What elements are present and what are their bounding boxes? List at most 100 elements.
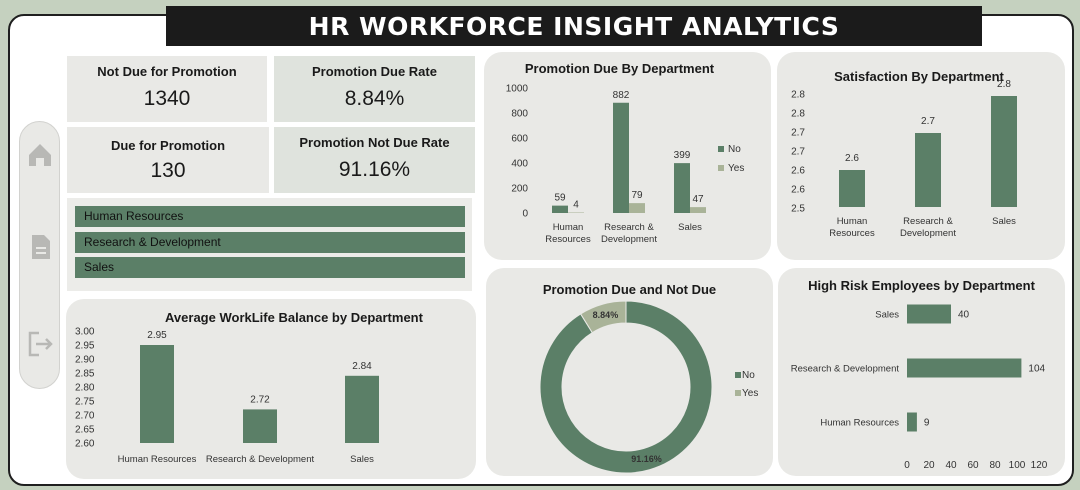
bar-yes	[629, 203, 645, 213]
x-tick-label: 60	[967, 460, 979, 471]
bar	[907, 412, 917, 432]
y-tick-label: 2.75	[75, 397, 95, 408]
legend-label: Yes	[728, 163, 744, 174]
high-risk-panel: High Risk Employees by Department Sales 4…	[778, 268, 1065, 476]
category-label: Research & Development	[206, 454, 315, 465]
chart-title: Promotion Due and Not Due	[542, 282, 717, 297]
data-label: 2.84	[352, 361, 372, 372]
donut-slice-yes	[579, 300, 627, 334]
y-tick-label: 2.65	[75, 425, 95, 436]
kpi-label: Due for Promotion	[110, 138, 226, 153]
data-label: 9	[924, 418, 930, 429]
legend-swatch	[735, 372, 741, 378]
kpi-label: Not Due for Promotion	[97, 64, 237, 79]
y-tick-label: 200	[511, 184, 528, 195]
data-label: 2.6	[845, 153, 859, 164]
legend-label: No	[728, 144, 741, 155]
category-label: Resources	[545, 234, 591, 245]
kpi-value: 1340	[143, 87, 191, 110]
y-tick-label: 600	[511, 134, 528, 145]
x-tick-label: 20	[923, 460, 935, 471]
y-tick-label: 800	[511, 109, 528, 120]
worklife-panel: Average WorkLife Balance by Department 3…	[66, 299, 476, 479]
data-label: 4	[573, 200, 579, 211]
document-icon[interactable]	[25, 232, 55, 262]
category-label: Research &	[604, 222, 654, 233]
promo-donut-chart: 91.16% 8.84% No Yes	[539, 300, 758, 474]
x-tick-label: 120	[1031, 460, 1048, 471]
bar	[907, 358, 1022, 378]
kpi-not-due-rate: Promotion Not Due Rate 91.16%	[274, 127, 475, 193]
y-tick-label: 0	[522, 209, 528, 220]
y-tick-label: 400	[511, 159, 528, 170]
category-label: Research & Development	[791, 364, 900, 375]
logout-icon[interactable]	[25, 329, 55, 359]
bar	[140, 345, 174, 443]
y-tick-label: 2.8	[791, 109, 805, 120]
y-tick-label: 1000	[506, 84, 529, 95]
y-tick-label: 2.90	[75, 355, 95, 366]
chart-title: High Risk Employees by Department	[808, 278, 1035, 293]
category-label: Human	[553, 222, 584, 233]
category-label: Sales	[875, 310, 899, 321]
page-title: HR WORKFORCE INSIGHT ANALYTICS	[166, 6, 982, 46]
slicer-item-human-resources[interactable]: Human Resources	[75, 206, 465, 227]
kpi-value: 91.16%	[338, 158, 411, 181]
data-label: 2.95	[147, 330, 167, 341]
y-tick-label: 2.6	[791, 185, 805, 196]
chart-title: Promotion Due By Department	[524, 61, 715, 76]
legend-swatch	[718, 165, 724, 171]
kpi-label: Promotion Due Rate	[312, 64, 437, 79]
legend-label: No	[742, 370, 755, 381]
kpi-not-due: Not Due for Promotion 1340	[67, 56, 267, 122]
worklife-chart: 3.00 2.95 2.90 2.85 2.80 2.75 2.70 2.65 2.60 2.95…	[75, 327, 379, 465]
promo-by-dept-panel: Promotion Due By Department 0 200 400 600 80…	[484, 52, 771, 260]
legend-swatch	[718, 146, 724, 152]
kpi-value: 8.84%	[344, 87, 405, 110]
data-label: 91.16%	[631, 454, 662, 464]
satisfaction-panel: Satisfaction By Department 2.8 2.8 2.7 2.7 2…	[777, 52, 1065, 260]
y-tick-label: 2.8	[791, 90, 805, 101]
category-label: Human Resources	[820, 418, 899, 429]
promo-donut-panel: Promotion Due and Not Due 91.16% 8.84% No Y…	[486, 268, 773, 476]
bar	[345, 375, 379, 443]
slicer-item-research-development[interactable]: Research & Development	[75, 232, 465, 253]
data-label: 47	[692, 194, 704, 205]
x-tick-label: 0	[904, 460, 910, 471]
y-tick-label: 2.7	[791, 147, 805, 158]
data-label: 2.72	[250, 394, 270, 405]
data-label: 399	[674, 150, 691, 161]
category-label: Human Resources	[118, 454, 197, 465]
data-label: 104	[1028, 364, 1045, 375]
chart-title: Satisfaction By Department	[834, 69, 1004, 84]
donut-slice-no	[539, 300, 713, 474]
y-tick-label: 2.60	[75, 439, 95, 450]
category-label: Resources	[829, 228, 875, 239]
category-label: Research &	[903, 216, 953, 227]
category-label: Sales	[678, 222, 702, 233]
bar	[243, 409, 277, 443]
data-label: 2.7	[921, 116, 935, 127]
bar-yes	[568, 212, 584, 213]
slicer-item-sales[interactable]: Sales	[75, 257, 465, 278]
x-tick-label: 80	[989, 460, 1001, 471]
bar-yes	[690, 207, 706, 213]
data-label: 59	[554, 193, 566, 204]
bar	[991, 96, 1017, 207]
kpi-due: Due for Promotion 130	[67, 127, 269, 193]
y-tick-label: 2.6	[791, 166, 805, 177]
bar-no	[613, 102, 629, 213]
x-tick-label: 100	[1009, 460, 1026, 471]
bar-no	[552, 205, 568, 213]
kpi-label: Promotion Not Due Rate	[299, 135, 450, 150]
category-label: Development	[601, 234, 657, 245]
high-risk-chart: Sales 40 Research & Development 104 Human Re…	[791, 304, 1048, 471]
chart-title: Average WorkLife Balance by Department	[165, 310, 423, 325]
y-tick-label: 2.85	[75, 369, 95, 380]
legend-label: Yes	[742, 388, 758, 399]
bar	[915, 133, 941, 207]
data-label: 79	[631, 190, 643, 201]
home-icon[interactable]	[25, 139, 55, 169]
